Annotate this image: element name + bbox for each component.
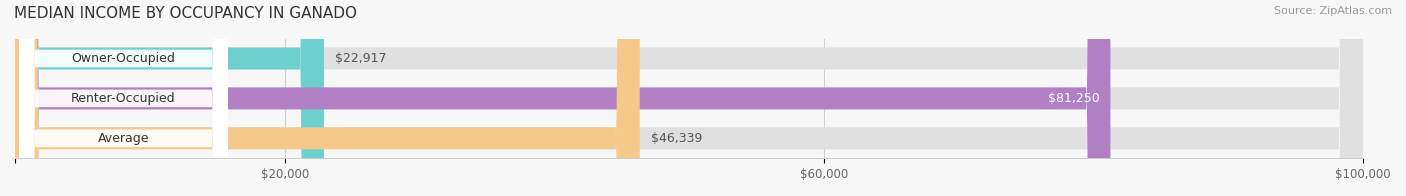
Text: $22,917: $22,917 bbox=[335, 52, 387, 65]
FancyBboxPatch shape bbox=[20, 0, 228, 196]
FancyBboxPatch shape bbox=[15, 0, 1364, 196]
Text: Renter-Occupied: Renter-Occupied bbox=[72, 92, 176, 105]
FancyBboxPatch shape bbox=[15, 0, 323, 196]
Text: $81,250: $81,250 bbox=[1047, 92, 1099, 105]
FancyBboxPatch shape bbox=[15, 0, 640, 196]
FancyBboxPatch shape bbox=[20, 0, 228, 196]
Text: Source: ZipAtlas.com: Source: ZipAtlas.com bbox=[1274, 6, 1392, 16]
Text: MEDIAN INCOME BY OCCUPANCY IN GANADO: MEDIAN INCOME BY OCCUPANCY IN GANADO bbox=[14, 6, 357, 21]
Text: $46,339: $46,339 bbox=[651, 132, 702, 145]
FancyBboxPatch shape bbox=[15, 0, 1364, 196]
FancyBboxPatch shape bbox=[15, 0, 1111, 196]
Text: Owner-Occupied: Owner-Occupied bbox=[72, 52, 176, 65]
FancyBboxPatch shape bbox=[20, 0, 228, 196]
Text: Average: Average bbox=[98, 132, 149, 145]
FancyBboxPatch shape bbox=[15, 0, 1364, 196]
